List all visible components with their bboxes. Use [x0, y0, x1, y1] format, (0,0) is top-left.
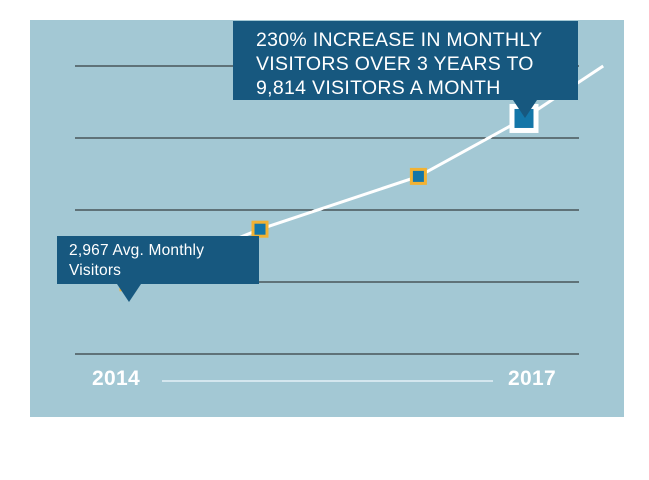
annotation-increase-line-1: 230% INCREASE IN MONTHLY	[256, 29, 543, 51]
x-tick-label-start: 2014	[92, 367, 140, 390]
annotation-baseline-line-2: Visitors	[69, 262, 122, 279]
annotation-increase-text: 230% INCREASE IN MONTHLY VISITORS OVER 3…	[256, 28, 542, 100]
annotation-baseline-line-1: 2,967 Avg. Monthly	[69, 242, 205, 259]
annotation-increase-callout: 230% INCREASE IN MONTHLY VISITORS OVER 3…	[233, 21, 578, 118]
annotation-baseline-text: 2,967 Avg. Monthly Visitors	[69, 241, 204, 281]
annotation-increase-pointer	[513, 100, 537, 118]
annotation-increase-line-3: 9,814 VISITORS A MONTH	[256, 77, 501, 99]
data-point-3	[409, 167, 427, 185]
x-tick-label-end: 2017	[508, 367, 556, 390]
x-axis-track	[162, 380, 493, 382]
annotation-baseline-callout: 2,967 Avg. Monthly Visitors	[57, 236, 259, 302]
annotation-increase-line-2: VISITORS OVER 3 YEARS TO	[256, 53, 534, 75]
data-point-2	[251, 220, 269, 238]
annotation-baseline-pointer	[117, 284, 141, 302]
